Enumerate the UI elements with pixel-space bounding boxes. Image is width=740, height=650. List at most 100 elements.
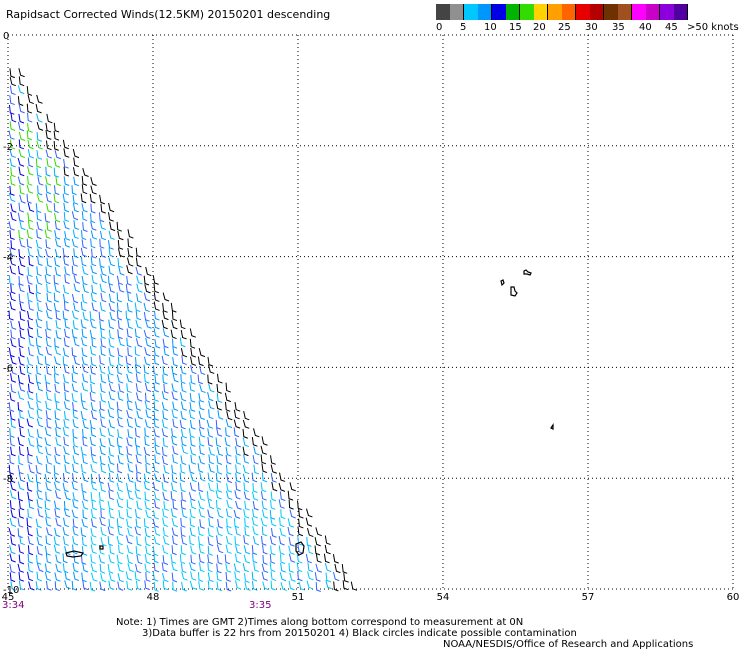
wind-barb — [72, 518, 79, 529]
wind-barb — [10, 240, 16, 251]
x-tick-label: 57 — [582, 592, 595, 603]
wind-barb — [36, 401, 43, 412]
wind-barb — [278, 536, 285, 546]
wind-barb — [153, 347, 160, 357]
wind-barb — [63, 436, 70, 447]
time-label-left: 3:34 — [2, 600, 25, 611]
wind-barb — [235, 455, 241, 465]
wind-barb — [53, 481, 61, 491]
wind-barb — [116, 310, 123, 321]
wind-barb — [199, 384, 206, 394]
wind-barb — [37, 248, 44, 258]
wind-barb — [27, 310, 34, 321]
wind-barb — [99, 455, 106, 466]
wind-barb — [126, 265, 133, 275]
wind-barb — [107, 427, 114, 438]
wind-barb — [161, 446, 168, 457]
wind-barb — [10, 581, 17, 591]
wind-barb — [91, 302, 98, 312]
wind-barb — [216, 581, 223, 592]
wind-barb — [10, 211, 17, 222]
wind-barb — [127, 490, 134, 500]
wind-barb — [243, 454, 250, 464]
wind-barb — [198, 419, 205, 430]
wind-barb — [46, 113, 53, 124]
wind-barb — [153, 553, 159, 564]
wind-barb — [216, 509, 224, 519]
wind-barb — [62, 310, 69, 321]
wind-barb — [144, 382, 152, 392]
wind-barb — [100, 329, 106, 339]
legend-label: 20 — [533, 22, 546, 33]
wind-barb — [72, 544, 78, 555]
wind-barb — [199, 445, 205, 456]
wind-barb — [26, 526, 33, 537]
wind-barb — [279, 572, 287, 582]
legend-swatch — [674, 4, 688, 20]
wind-barb — [162, 303, 168, 313]
wind-barb — [63, 500, 70, 511]
wind-barb — [90, 454, 98, 464]
wind-barb — [36, 499, 43, 509]
wind-barb — [36, 167, 42, 178]
wind-barb — [72, 562, 79, 573]
wind-barb — [27, 202, 35, 213]
wind-barb — [45, 166, 51, 177]
wind-barb — [53, 158, 61, 168]
legend-label: 45 — [665, 22, 678, 33]
wind-barb — [181, 491, 187, 502]
wind-barb — [54, 220, 61, 231]
wind-barb — [45, 491, 51, 502]
wind-barb — [71, 238, 79, 248]
wind-barb — [19, 329, 26, 340]
wind-barb — [170, 482, 178, 493]
wind-barb — [117, 418, 124, 428]
wind-barb — [226, 411, 233, 421]
wind-barb — [81, 203, 88, 213]
wind-barb — [108, 302, 116, 312]
wind-barb — [144, 419, 152, 429]
wind-barb — [252, 508, 258, 519]
wind-barb — [18, 382, 26, 392]
wind-barb — [45, 239, 51, 250]
wind-barb — [18, 202, 24, 213]
wind-barb — [117, 283, 125, 293]
wind-barb — [134, 401, 141, 411]
wind-barb — [45, 535, 51, 546]
wind-barb — [54, 150, 61, 160]
wind-barb — [117, 320, 124, 330]
wind-barb — [62, 356, 68, 367]
wind-barb — [100, 373, 107, 384]
wind-barb — [234, 536, 240, 547]
wind-barb — [298, 518, 304, 529]
wind-barb — [108, 554, 115, 564]
wind-barb — [216, 554, 223, 565]
wind-barb — [190, 454, 197, 465]
wind-barb — [126, 518, 133, 529]
wind-barb — [127, 473, 134, 483]
wind-barb — [107, 463, 115, 473]
wind-barb — [107, 409, 115, 419]
wind-barb — [161, 455, 169, 466]
wind-barb — [36, 113, 43, 123]
wind-barb — [46, 257, 53, 268]
wind-barb — [116, 491, 124, 501]
wind-barb — [225, 571, 231, 582]
wind-barb — [18, 554, 25, 565]
wind-barb — [180, 382, 187, 393]
wind-barb — [90, 365, 96, 375]
wind-barb — [161, 428, 168, 438]
wind-barb — [55, 517, 62, 527]
wind-barb — [26, 193, 32, 204]
wind-barb — [82, 222, 88, 232]
wind-barb — [217, 518, 223, 529]
wind-barb — [10, 139, 16, 150]
wind-barb — [224, 401, 231, 412]
wind-barb — [71, 392, 78, 403]
wind-barb — [99, 401, 105, 411]
wind-barb — [243, 509, 250, 519]
wind-barb — [243, 545, 251, 555]
wind-barb — [278, 545, 285, 555]
wind-barb — [135, 266, 142, 276]
wind-barb — [46, 320, 52, 331]
